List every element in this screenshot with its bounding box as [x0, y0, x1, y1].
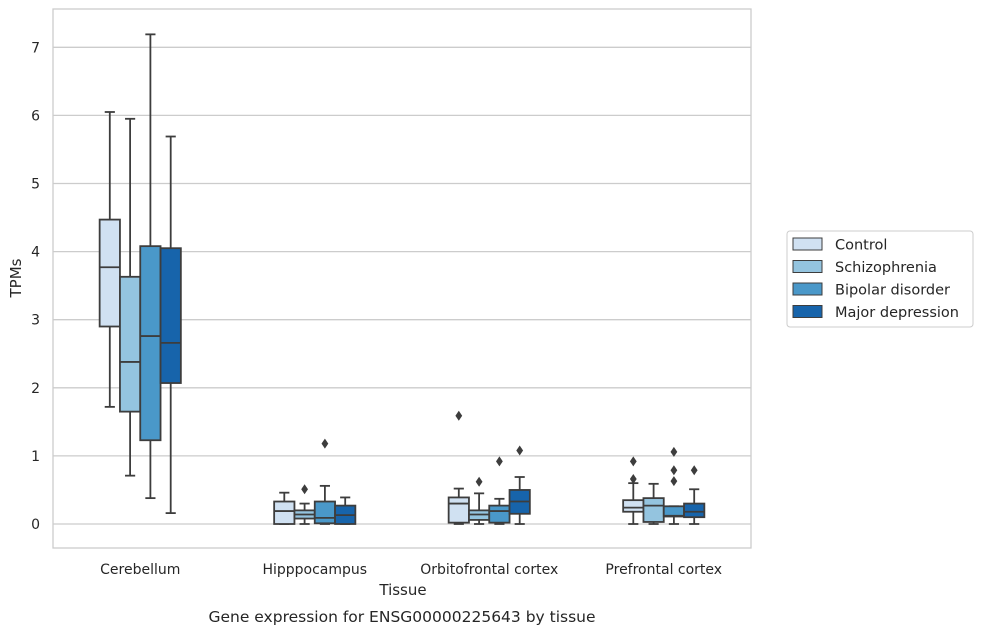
x-axis-label: Tissue	[378, 581, 426, 599]
outlier-point	[670, 476, 678, 487]
box-2-3	[508, 445, 531, 525]
x-tick-label: Orbitofrontal cortex	[420, 562, 558, 578]
box-1-2	[313, 438, 336, 525]
legend-swatch	[792, 305, 823, 318]
box-iqr	[488, 504, 511, 524]
box-1-3	[334, 496, 357, 525]
legend-swatch	[792, 282, 823, 296]
box-3-0	[622, 456, 645, 525]
legend-frame	[786, 230, 974, 328]
y-tick-label: 0	[31, 517, 40, 533]
outlier-point	[516, 445, 524, 456]
plot-area-frame	[52, 8, 752, 549]
box-iqr	[119, 275, 142, 413]
outlier-point	[321, 438, 329, 449]
box-0-0	[98, 111, 121, 408]
box-iqr	[98, 218, 121, 328]
outlier-point	[629, 456, 637, 467]
y-tick-label: 1	[31, 449, 40, 465]
legend-swatch	[792, 237, 823, 251]
x-tick-label: Hipppocampus	[262, 562, 367, 578]
legend: Control Schizophrenia Bipolar disorder Majo…	[786, 230, 974, 328]
outlier-point	[475, 476, 483, 487]
legend-label: Control	[835, 238, 887, 254]
box-iqr	[642, 497, 665, 523]
box-iqr	[313, 500, 336, 525]
box-3-3	[683, 465, 706, 525]
outlier-point	[670, 446, 678, 457]
outlier-point	[301, 484, 308, 495]
y-tick-label: 3	[31, 313, 40, 329]
box-iqr	[447, 496, 470, 524]
y-axis-label: TPMs	[7, 258, 25, 298]
y-tick-label: 2	[31, 381, 40, 397]
box-0-1	[119, 117, 142, 477]
outlier-point	[629, 474, 637, 485]
y-tick-label: 5	[31, 177, 40, 193]
box-iqr	[139, 245, 162, 442]
legend-label: Bipolar disorder	[835, 283, 950, 299]
x-tick-label: Cerebellum	[100, 562, 180, 578]
legend-swatch	[792, 260, 823, 273]
y-tick-label: 6	[31, 108, 40, 124]
y-tick-label: 4	[31, 245, 40, 261]
box-iqr	[159, 247, 182, 384]
box-1-0	[273, 491, 296, 525]
box-2-2	[488, 456, 511, 525]
legend-label: Major depression	[835, 305, 959, 321]
box-iqr	[622, 499, 645, 513]
legend-label: Schizophrenia	[835, 260, 937, 276]
y-axis-ticks: 0 1 2 3 4 5 6 7	[31, 40, 40, 533]
box-0-2	[139, 33, 162, 500]
y-tick-label: 7	[31, 40, 40, 56]
box-iqr	[273, 500, 296, 525]
outlier-point	[690, 465, 698, 476]
outlier-point	[670, 465, 678, 476]
x-tick-label: Prefrontal cortex	[605, 562, 722, 578]
x-axis-ticks: Cerebellum Hipppocampus Orbitofrontal cort…	[100, 562, 722, 578]
box-3-2	[662, 446, 685, 525]
outlier-point	[496, 456, 503, 467]
chart-caption: Gene expression for ENSG00000225643 by t…	[208, 608, 595, 626]
outlier-point	[455, 410, 463, 421]
box-iqr	[683, 502, 706, 519]
box-0-3	[159, 135, 182, 515]
box-groups	[98, 33, 706, 525]
